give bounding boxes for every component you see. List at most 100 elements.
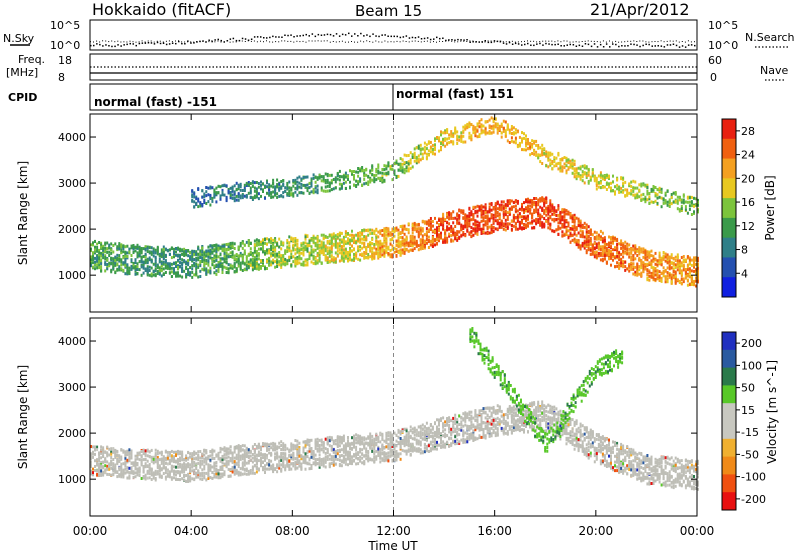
data-cell bbox=[508, 201, 511, 205]
data-cell bbox=[599, 229, 602, 233]
nsky-point bbox=[229, 38, 232, 40]
data-cell bbox=[381, 233, 384, 237]
data-cell bbox=[591, 247, 594, 251]
data-cell bbox=[660, 279, 663, 283]
data-cell bbox=[355, 252, 358, 256]
data-cell bbox=[369, 232, 372, 236]
data-cell bbox=[328, 233, 331, 237]
data-cell bbox=[697, 280, 699, 284]
data-cell bbox=[213, 249, 216, 253]
data-cell bbox=[405, 169, 408, 173]
data-cell bbox=[440, 217, 442, 221]
data-cell bbox=[308, 181, 311, 185]
nsearch-point bbox=[426, 40, 428, 42]
data-cell bbox=[498, 124, 501, 128]
data-cell bbox=[559, 158, 562, 161]
data-cell bbox=[300, 182, 303, 186]
data-cell bbox=[415, 227, 418, 231]
data-cell bbox=[506, 204, 509, 208]
data-cell bbox=[195, 253, 198, 257]
data-cell bbox=[108, 246, 111, 250]
data-cell bbox=[110, 251, 113, 255]
data-cell bbox=[636, 267, 639, 271]
data-cell bbox=[100, 241, 103, 245]
data-cell bbox=[397, 174, 400, 178]
data-cell bbox=[472, 213, 475, 217]
data-cell bbox=[510, 132, 513, 135]
data-cell bbox=[278, 263, 281, 267]
data-cell bbox=[140, 258, 143, 262]
data-cell bbox=[241, 241, 244, 245]
data-cell bbox=[229, 186, 232, 190]
nsearch-point bbox=[144, 41, 146, 43]
nsky-point bbox=[694, 44, 696, 47]
data-cell bbox=[154, 269, 157, 273]
data-cell bbox=[134, 272, 137, 276]
data-cell bbox=[450, 234, 453, 238]
data-cell bbox=[106, 241, 109, 245]
data-cell bbox=[644, 253, 647, 257]
data-cell bbox=[666, 255, 669, 259]
data-cell bbox=[124, 254, 127, 258]
data-cell bbox=[652, 254, 655, 258]
nsky-point bbox=[645, 43, 647, 45]
data-cell bbox=[401, 227, 404, 231]
nsearch-point bbox=[694, 41, 695, 43]
data-cell bbox=[630, 258, 633, 261]
data-cell bbox=[320, 179, 323, 183]
data-cell bbox=[650, 254, 653, 258]
data-cell bbox=[274, 237, 277, 241]
data-cell bbox=[452, 142, 455, 146]
data-cell bbox=[247, 183, 250, 187]
data-cell bbox=[654, 251, 657, 255]
data-cell bbox=[480, 206, 483, 210]
data-cell bbox=[444, 236, 447, 240]
data-cell bbox=[209, 185, 212, 189]
data-cell bbox=[549, 222, 552, 226]
data-cell bbox=[419, 143, 422, 147]
nsky-point bbox=[96, 43, 98, 45]
data-cell bbox=[371, 250, 374, 254]
data-cell bbox=[197, 247, 200, 251]
data-cell bbox=[247, 181, 250, 184]
data-cell bbox=[565, 171, 568, 175]
data-cell bbox=[201, 195, 204, 199]
data-cell bbox=[314, 262, 317, 266]
data-cell bbox=[391, 247, 394, 251]
data-cell bbox=[628, 247, 631, 251]
data-cell bbox=[440, 133, 442, 137]
nsky-point bbox=[660, 45, 663, 47]
data-cell bbox=[668, 273, 671, 277]
data-cell bbox=[395, 249, 398, 253]
nsky-tick-top: 10^5 bbox=[50, 19, 80, 32]
nsky-point bbox=[417, 36, 420, 38]
nsearch-point bbox=[411, 40, 413, 42]
data-cell bbox=[423, 244, 426, 248]
nsearch-point bbox=[445, 40, 447, 42]
nsearch-point bbox=[687, 40, 689, 42]
data-cell bbox=[395, 228, 398, 232]
data-cell bbox=[464, 221, 467, 225]
data-cell bbox=[340, 248, 343, 252]
data-cell bbox=[257, 252, 260, 256]
data-cell bbox=[472, 205, 475, 209]
nsky-point bbox=[463, 39, 465, 41]
data-cell bbox=[282, 191, 285, 195]
data-cell bbox=[316, 188, 319, 192]
data-cell bbox=[120, 243, 123, 247]
nsearch-point bbox=[536, 41, 538, 43]
data-cell bbox=[595, 244, 598, 248]
data-cell bbox=[421, 245, 424, 248]
data-cell bbox=[290, 249, 293, 253]
data-cell bbox=[209, 197, 212, 200]
data-cell bbox=[480, 227, 483, 231]
data-cell bbox=[326, 249, 329, 253]
data-cell bbox=[644, 267, 647, 271]
data-cell bbox=[644, 265, 647, 269]
data-cell bbox=[324, 249, 327, 253]
data-cell bbox=[399, 157, 402, 161]
data-cell bbox=[670, 277, 673, 280]
nsky-point bbox=[630, 43, 632, 45]
data-cell bbox=[516, 209, 519, 213]
data-cell bbox=[486, 210, 489, 214]
